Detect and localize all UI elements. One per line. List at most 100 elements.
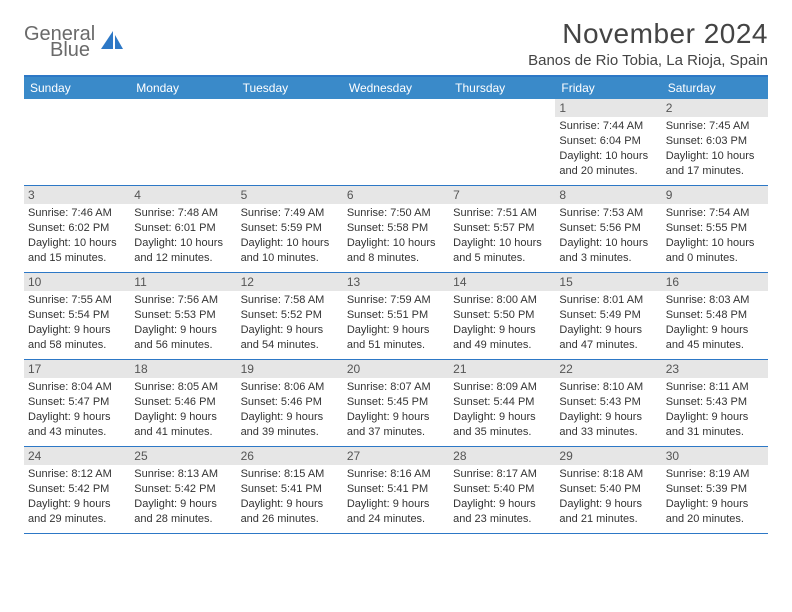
- day-cell: 7Sunrise: 7:51 AMSunset: 5:57 PMDaylight…: [449, 186, 555, 272]
- daylight-text: Daylight: 9 hours and 47 minutes.: [559, 323, 657, 353]
- sunset-text: Sunset: 5:59 PM: [241, 221, 339, 236]
- day-body: Sunrise: 7:48 AMSunset: 6:01 PMDaylight:…: [130, 204, 236, 269]
- day-number: 28: [449, 447, 555, 465]
- day-body: Sunrise: 7:54 AMSunset: 5:55 PMDaylight:…: [662, 204, 768, 269]
- day-number: 29: [555, 447, 661, 465]
- sunrise-text: Sunrise: 7:51 AM: [453, 206, 551, 221]
- day-cell: 2Sunrise: 7:45 AMSunset: 6:03 PMDaylight…: [662, 99, 768, 185]
- sunrise-text: Sunrise: 7:49 AM: [241, 206, 339, 221]
- sunrise-text: Sunrise: 8:16 AM: [347, 467, 445, 482]
- daylight-text: Daylight: 9 hours and 24 minutes.: [347, 497, 445, 527]
- day-cell: 6Sunrise: 7:50 AMSunset: 5:58 PMDaylight…: [343, 186, 449, 272]
- sunrise-text: Sunrise: 7:44 AM: [559, 119, 657, 134]
- sunset-text: Sunset: 5:42 PM: [134, 482, 232, 497]
- day-number: 26: [237, 447, 343, 465]
- sunset-text: Sunset: 5:52 PM: [241, 308, 339, 323]
- sunset-text: Sunset: 6:03 PM: [666, 134, 764, 149]
- day-body: Sunrise: 7:58 AMSunset: 5:52 PMDaylight:…: [237, 291, 343, 356]
- day-cell: 22Sunrise: 8:10 AMSunset: 5:43 PMDayligh…: [555, 360, 661, 446]
- day-body: Sunrise: 8:00 AMSunset: 5:50 PMDaylight:…: [449, 291, 555, 356]
- day-body: Sunrise: 7:59 AMSunset: 5:51 PMDaylight:…: [343, 291, 449, 356]
- sunset-text: Sunset: 5:40 PM: [559, 482, 657, 497]
- day-body: Sunrise: 7:46 AMSunset: 6:02 PMDaylight:…: [24, 204, 130, 269]
- day-body: [449, 99, 555, 105]
- day-cell: 18Sunrise: 8:05 AMSunset: 5:46 PMDayligh…: [130, 360, 236, 446]
- day-number: 2: [662, 99, 768, 117]
- sunrise-text: Sunrise: 8:01 AM: [559, 293, 657, 308]
- day-number: 17: [24, 360, 130, 378]
- sunset-text: Sunset: 5:55 PM: [666, 221, 764, 236]
- day-body: Sunrise: 8:09 AMSunset: 5:44 PMDaylight:…: [449, 378, 555, 443]
- sunrise-text: Sunrise: 8:17 AM: [453, 467, 551, 482]
- sunset-text: Sunset: 5:56 PM: [559, 221, 657, 236]
- day-cell: 5Sunrise: 7:49 AMSunset: 5:59 PMDaylight…: [237, 186, 343, 272]
- day-body: Sunrise: 7:55 AMSunset: 5:54 PMDaylight:…: [24, 291, 130, 356]
- day-body: Sunrise: 7:56 AMSunset: 5:53 PMDaylight:…: [130, 291, 236, 356]
- sunrise-text: Sunrise: 8:06 AM: [241, 380, 339, 395]
- day-cell: 10Sunrise: 7:55 AMSunset: 5:54 PMDayligh…: [24, 273, 130, 359]
- day-cell: 4Sunrise: 7:48 AMSunset: 6:01 PMDaylight…: [130, 186, 236, 272]
- day-body: Sunrise: 8:15 AMSunset: 5:41 PMDaylight:…: [237, 465, 343, 530]
- day-body: Sunrise: 8:17 AMSunset: 5:40 PMDaylight:…: [449, 465, 555, 530]
- week-row: 1Sunrise: 7:44 AMSunset: 6:04 PMDaylight…: [24, 99, 768, 186]
- day-cell: [237, 99, 343, 185]
- sunset-text: Sunset: 5:43 PM: [666, 395, 764, 410]
- day-cell: 13Sunrise: 7:59 AMSunset: 5:51 PMDayligh…: [343, 273, 449, 359]
- day-number: 7: [449, 186, 555, 204]
- day-number: 24: [24, 447, 130, 465]
- day-cell: 23Sunrise: 8:11 AMSunset: 5:43 PMDayligh…: [662, 360, 768, 446]
- sunrise-text: Sunrise: 8:05 AM: [134, 380, 232, 395]
- sunrise-text: Sunrise: 7:46 AM: [28, 206, 126, 221]
- sunset-text: Sunset: 6:01 PM: [134, 221, 232, 236]
- daylight-text: Daylight: 9 hours and 49 minutes.: [453, 323, 551, 353]
- sunset-text: Sunset: 5:53 PM: [134, 308, 232, 323]
- daylight-text: Daylight: 9 hours and 43 minutes.: [28, 410, 126, 440]
- sunrise-text: Sunrise: 7:58 AM: [241, 293, 339, 308]
- daylight-text: Daylight: 9 hours and 23 minutes.: [453, 497, 551, 527]
- day-body: Sunrise: 8:04 AMSunset: 5:47 PMDaylight:…: [24, 378, 130, 443]
- sunrise-text: Sunrise: 7:59 AM: [347, 293, 445, 308]
- sunrise-text: Sunrise: 8:19 AM: [666, 467, 764, 482]
- day-number: 27: [343, 447, 449, 465]
- sunrise-text: Sunrise: 8:13 AM: [134, 467, 232, 482]
- week-row: 3Sunrise: 7:46 AMSunset: 6:02 PMDaylight…: [24, 186, 768, 273]
- day-body: Sunrise: 8:11 AMSunset: 5:43 PMDaylight:…: [662, 378, 768, 443]
- daylight-text: Daylight: 9 hours and 56 minutes.: [134, 323, 232, 353]
- day-body: Sunrise: 8:07 AMSunset: 5:45 PMDaylight:…: [343, 378, 449, 443]
- sunrise-text: Sunrise: 8:10 AM: [559, 380, 657, 395]
- day-cell: 14Sunrise: 8:00 AMSunset: 5:50 PMDayligh…: [449, 273, 555, 359]
- day-body: Sunrise: 8:18 AMSunset: 5:40 PMDaylight:…: [555, 465, 661, 530]
- day-number: 3: [24, 186, 130, 204]
- day-cell: 16Sunrise: 8:03 AMSunset: 5:48 PMDayligh…: [662, 273, 768, 359]
- day-cell: 12Sunrise: 7:58 AMSunset: 5:52 PMDayligh…: [237, 273, 343, 359]
- day-body: Sunrise: 8:01 AMSunset: 5:49 PMDaylight:…: [555, 291, 661, 356]
- weekday-wed: Wednesday: [343, 77, 449, 99]
- day-body: Sunrise: 8:06 AMSunset: 5:46 PMDaylight:…: [237, 378, 343, 443]
- day-body: Sunrise: 7:51 AMSunset: 5:57 PMDaylight:…: [449, 204, 555, 269]
- daylight-text: Daylight: 10 hours and 8 minutes.: [347, 236, 445, 266]
- sunset-text: Sunset: 5:47 PM: [28, 395, 126, 410]
- day-number: 8: [555, 186, 661, 204]
- calendar: Sunday Monday Tuesday Wednesday Thursday…: [24, 75, 768, 534]
- day-cell: 8Sunrise: 7:53 AMSunset: 5:56 PMDaylight…: [555, 186, 661, 272]
- sunset-text: Sunset: 5:45 PM: [347, 395, 445, 410]
- day-number: 1: [555, 99, 661, 117]
- sunrise-text: Sunrise: 7:54 AM: [666, 206, 764, 221]
- daylight-text: Daylight: 9 hours and 35 minutes.: [453, 410, 551, 440]
- sunset-text: Sunset: 5:54 PM: [28, 308, 126, 323]
- header: General Blue November 2024 Banos de Rio …: [24, 18, 768, 69]
- sunset-text: Sunset: 5:39 PM: [666, 482, 764, 497]
- daylight-text: Daylight: 9 hours and 54 minutes.: [241, 323, 339, 353]
- day-cell: [449, 99, 555, 185]
- sunrise-text: Sunrise: 8:03 AM: [666, 293, 764, 308]
- daylight-text: Daylight: 9 hours and 31 minutes.: [666, 410, 764, 440]
- daylight-text: Daylight: 10 hours and 12 minutes.: [134, 236, 232, 266]
- day-cell: [130, 99, 236, 185]
- sunset-text: Sunset: 5:44 PM: [453, 395, 551, 410]
- daylight-text: Daylight: 9 hours and 26 minutes.: [241, 497, 339, 527]
- sunset-text: Sunset: 5:43 PM: [559, 395, 657, 410]
- weeks-container: 1Sunrise: 7:44 AMSunset: 6:04 PMDaylight…: [24, 99, 768, 534]
- day-cell: 17Sunrise: 8:04 AMSunset: 5:47 PMDayligh…: [24, 360, 130, 446]
- daylight-text: Daylight: 10 hours and 5 minutes.: [453, 236, 551, 266]
- day-number: 18: [130, 360, 236, 378]
